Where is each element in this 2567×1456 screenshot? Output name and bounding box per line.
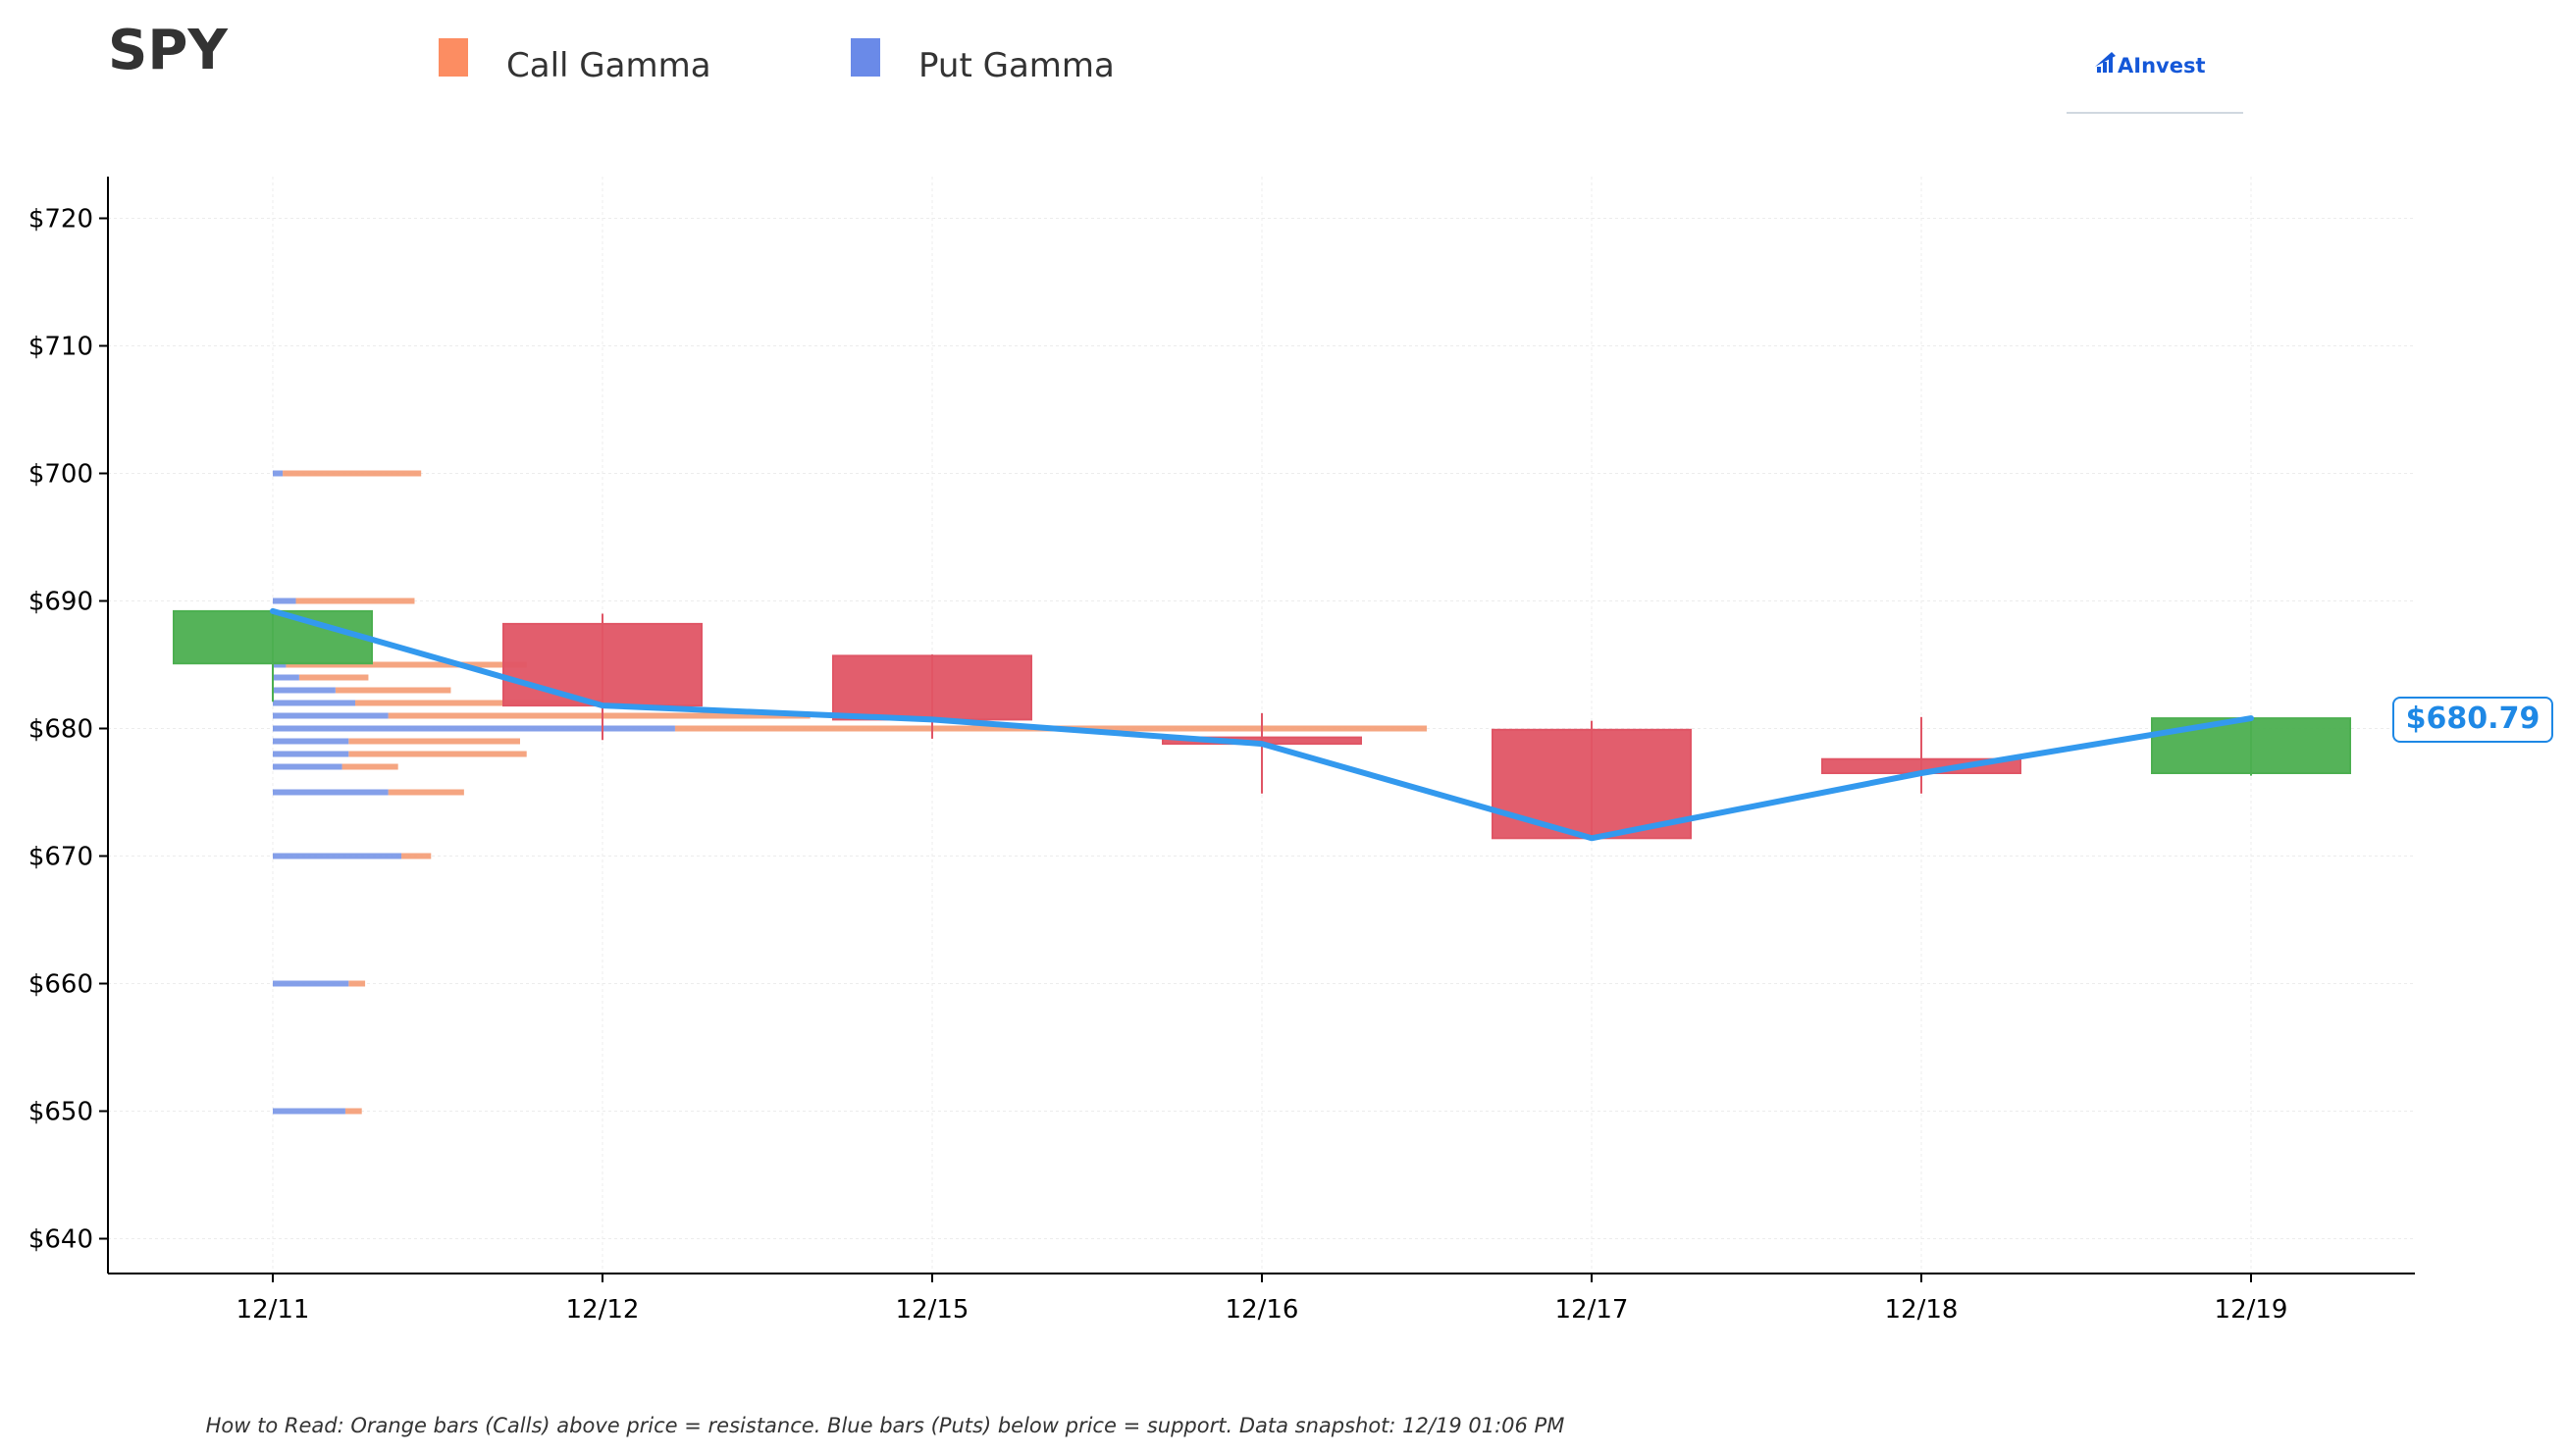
x-tick-label: 12/17	[1555, 1295, 1629, 1325]
put-gamma-legend-label: Put Gamma	[918, 46, 1115, 85]
call-gamma-bar	[286, 661, 527, 668]
candle-body	[173, 609, 373, 665]
y-tick-label: $700	[28, 460, 93, 490]
put-gamma-bar	[273, 598, 296, 604]
put-gamma-bar	[273, 712, 389, 719]
call-gamma-bar	[388, 712, 811, 719]
brand-name: AInvest	[2118, 54, 2206, 78]
current-price-box	[2392, 697, 2553, 743]
put-gamma-bar	[273, 789, 389, 796]
x-tick-label: 12/11	[236, 1295, 310, 1325]
x-tick-label: 12/19	[2215, 1295, 2288, 1325]
call-gamma-bar	[401, 853, 432, 859]
call-gamma-legend-label: Call Gamma	[506, 46, 711, 85]
y-tick-label: $720	[28, 205, 93, 234]
call-gamma-bar	[348, 738, 520, 745]
current-price-label: $680.79	[2406, 702, 2541, 736]
call-gamma-bar	[344, 1108, 362, 1115]
put-gamma-bar	[273, 700, 355, 706]
y-tick-label: $670	[28, 843, 93, 872]
put-gamma-bar	[273, 674, 299, 681]
brand-logo: AInvest	[2067, 52, 2243, 114]
call-gamma-bar	[335, 687, 451, 694]
brand-chart-icon	[2095, 52, 2116, 73]
put-gamma-bar	[273, 470, 284, 477]
call-gamma-bar	[341, 763, 398, 770]
put-gamma-bar	[273, 738, 349, 745]
call-gamma-bar	[348, 751, 527, 757]
candle-body	[2151, 717, 2351, 774]
call-gamma-bar	[298, 674, 369, 681]
put-gamma-bar	[273, 751, 349, 757]
call-gamma-bar	[355, 700, 602, 706]
put-gamma-bar	[273, 980, 349, 987]
call-gamma-bar	[348, 980, 366, 987]
candle-body	[502, 622, 703, 707]
y-tick-label: $660	[28, 970, 93, 1000]
y-tick-label: $680	[28, 715, 93, 745]
put-gamma-bar	[273, 687, 336, 694]
y-tick-label: $710	[28, 333, 93, 362]
call-gamma-legend-swatch	[439, 38, 468, 77]
put-gamma-bar	[273, 1108, 345, 1115]
put-gamma-bar	[273, 763, 342, 770]
y-tick-label: $690	[28, 588, 93, 617]
chart-footnote: How to Read: Orange bars (Calls) above p…	[206, 1414, 1565, 1437]
y-tick-label: $650	[28, 1098, 93, 1127]
x-tick-label: 12/16	[1226, 1295, 1299, 1325]
y-tick-label: $640	[28, 1225, 93, 1255]
put-gamma-bar	[273, 661, 287, 668]
call-gamma-bar	[388, 789, 464, 796]
ticker-title: SPY	[108, 19, 229, 82]
close-price-line	[270, 607, 2254, 842]
call-gamma-bar	[295, 598, 415, 604]
x-tick-label: 12/18	[1885, 1295, 1959, 1325]
candle-body	[832, 654, 1032, 721]
call-gamma-bar	[283, 470, 422, 477]
put-gamma-legend-swatch	[851, 38, 880, 77]
put-gamma-bar	[273, 725, 675, 732]
x-tick-label: 12/15	[896, 1295, 969, 1325]
x-tick-label: 12/12	[566, 1295, 640, 1325]
put-gamma-bar	[273, 853, 402, 859]
